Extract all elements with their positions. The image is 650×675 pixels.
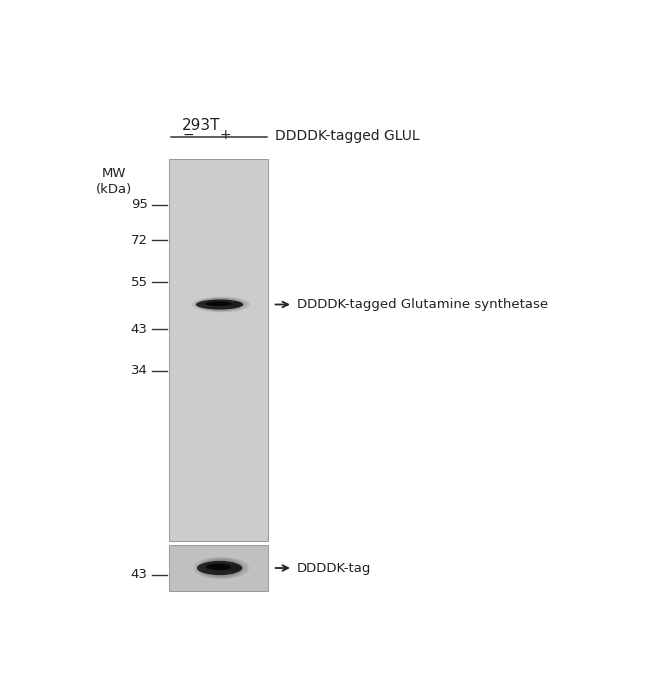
Text: 34: 34 xyxy=(131,364,148,377)
Bar xyxy=(170,159,268,541)
Text: 95: 95 xyxy=(131,198,148,211)
Bar xyxy=(170,545,268,591)
Ellipse shape xyxy=(203,298,239,311)
Text: MW
(kDa): MW (kDa) xyxy=(96,167,132,196)
Text: DDDDK-tagged GLUL: DDDDK-tagged GLUL xyxy=(275,130,420,143)
Ellipse shape xyxy=(204,560,239,576)
Ellipse shape xyxy=(200,559,242,577)
Ellipse shape xyxy=(197,561,242,575)
Ellipse shape xyxy=(206,564,231,570)
Text: DDDDK-tagged Glutamine synthetase: DDDDK-tagged Glutamine synthetase xyxy=(297,298,548,311)
Ellipse shape xyxy=(223,302,243,307)
Text: 43: 43 xyxy=(131,323,148,336)
Ellipse shape xyxy=(192,297,250,313)
Ellipse shape xyxy=(223,565,242,571)
Ellipse shape xyxy=(196,297,246,312)
Ellipse shape xyxy=(207,299,236,310)
Ellipse shape xyxy=(196,300,243,310)
Text: +: + xyxy=(219,128,231,142)
Text: DDDDK-tag: DDDDK-tag xyxy=(297,562,371,574)
Ellipse shape xyxy=(197,558,246,578)
Ellipse shape xyxy=(200,298,243,311)
Text: −: − xyxy=(183,128,194,142)
Text: 72: 72 xyxy=(131,234,148,246)
Text: 293T: 293T xyxy=(182,118,220,133)
Ellipse shape xyxy=(207,560,235,576)
Ellipse shape xyxy=(194,557,249,579)
Text: 43: 43 xyxy=(131,568,148,581)
Text: 55: 55 xyxy=(131,275,148,289)
Ellipse shape xyxy=(205,301,231,306)
